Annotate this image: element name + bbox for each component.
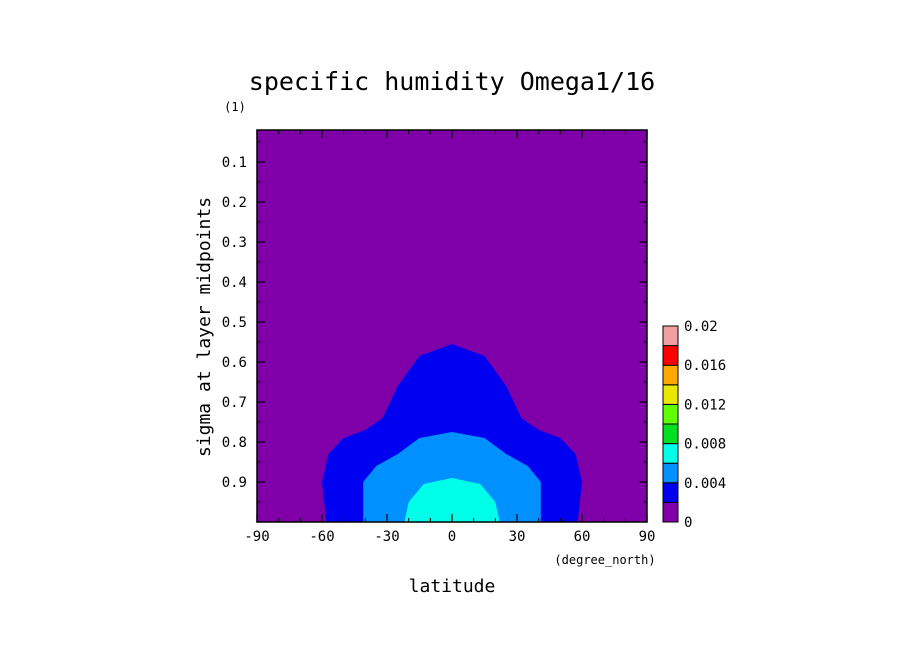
y-tick-label: 0.8 — [222, 435, 247, 451]
y-tick-label: 0.9 — [222, 475, 247, 491]
chart-title: specific humidity Omega1/16 — [249, 67, 655, 96]
y-tick-label: 0.5 — [222, 315, 247, 331]
axes: -90 -60 -30 0 30 60 90 0.1 0.2 0.3 0.4 0.5 0.6 0.7 0.8… — [222, 129, 656, 545]
y-tick-label: 0.4 — [222, 275, 247, 291]
x-tick-label: 30 — [509, 529, 526, 545]
colorbar-swatch — [662, 462, 679, 484]
colorbar-swatch — [662, 482, 679, 503]
y-tick-label: 0.6 — [222, 355, 247, 371]
colorbar-swatch — [662, 384, 679, 405]
colorbar-swatch — [662, 345, 679, 366]
x-tick-label: -60 — [309, 529, 334, 545]
colorbar-label: 0.008 — [684, 437, 726, 453]
colorbar-label: 0.016 — [684, 358, 726, 374]
colorbar-swatch — [662, 423, 679, 445]
x-axis-label: latitude — [409, 576, 496, 597]
colorbar-swatch — [662, 443, 679, 464]
colorbar: 0 0.004 0.008 0.012 0.016 0.02 — [662, 319, 726, 531]
x-tick-label: -90 — [244, 529, 269, 545]
x-tick-label: 60 — [574, 529, 591, 545]
colorbar-swatch — [662, 403, 679, 425]
colorbar-swatch — [662, 325, 679, 347]
y-tick-label: 0.1 — [222, 155, 247, 171]
x-tick-label: 0 — [448, 529, 456, 545]
colorbar-label: 0.012 — [684, 397, 726, 413]
colorbar-label: 0.004 — [684, 476, 726, 492]
plot-area — [257, 130, 647, 522]
colorbar-swatch — [662, 364, 679, 386]
x-tick-label: 90 — [639, 529, 656, 545]
colorbar-swatch — [662, 501, 679, 523]
y-axis-label: sigma at layer midpoints — [194, 197, 215, 457]
colorbar-label: 0.02 — [684, 319, 718, 335]
x-tick-label: -30 — [374, 529, 399, 545]
x-units-label: (degree_north) — [554, 553, 655, 567]
y-tick-label: 0.3 — [222, 235, 247, 251]
y-units-label: (1) — [224, 100, 246, 114]
y-tick-label: 0.2 — [222, 195, 247, 211]
colorbar-label: 0 — [684, 515, 692, 531]
contour-band-2 — [363, 432, 541, 522]
y-tick-label: 0.7 — [222, 395, 247, 411]
contour-band-3 — [404, 478, 500, 522]
